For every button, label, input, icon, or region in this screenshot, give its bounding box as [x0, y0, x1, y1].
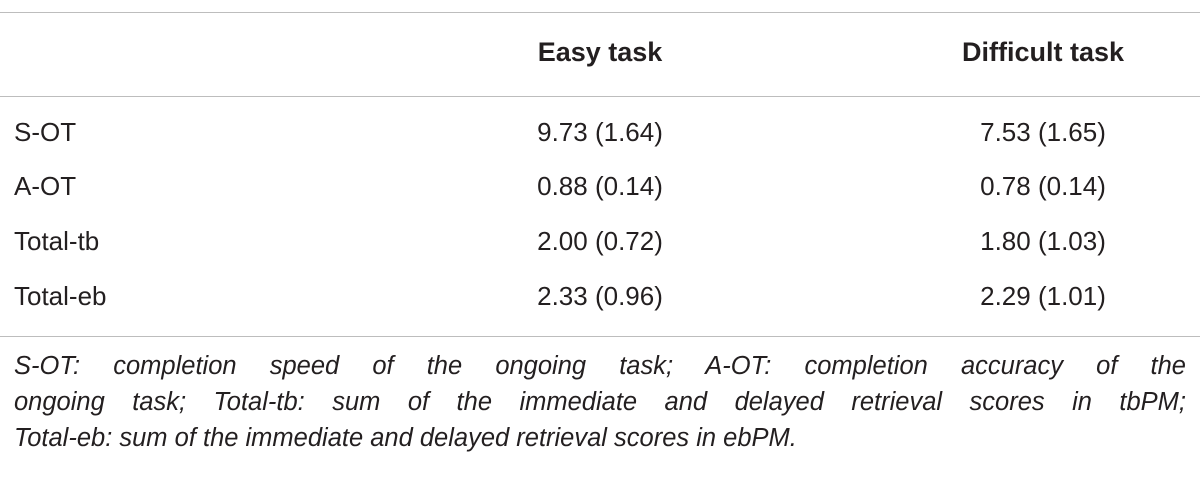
difficult-value: 7.53 (1.65) [980, 117, 1106, 147]
difficult-value: 2.29 (1.01) [980, 281, 1106, 311]
easy-value: 2.33 (0.96) [537, 281, 663, 311]
footnote-line: Total-eb: sum of the immediate and delay… [14, 424, 797, 452]
easy-value: 0.88 (0.14) [537, 171, 663, 201]
table-header-rule [0, 96, 1200, 97]
footnote-line: S-OT: completion speed of the ongoing ta… [14, 352, 1186, 380]
difficult-value: 0.78 (0.14) [980, 171, 1106, 201]
difficult-value: 1.80 (1.03) [980, 226, 1106, 256]
footnote-line: ongoing task; Total-tb: sum of the immed… [14, 388, 1186, 416]
row-label: A-OT [14, 171, 77, 201]
row-label: Total-eb [14, 281, 107, 311]
table-footnote: S-OT: completion speed of the ongoing ta… [14, 348, 1186, 456]
row-label: Total-tb [14, 226, 100, 256]
easy-value: 2.00 (0.72) [537, 226, 663, 256]
table-bottom-rule [0, 336, 1200, 337]
easy-value: 9.73 (1.64) [537, 117, 663, 147]
table-top-rule [0, 12, 1200, 13]
row-label: S-OT [14, 117, 77, 147]
header-difficult-task: Difficult task [961, 37, 1125, 67]
header-easy-task: Easy task [537, 37, 663, 67]
